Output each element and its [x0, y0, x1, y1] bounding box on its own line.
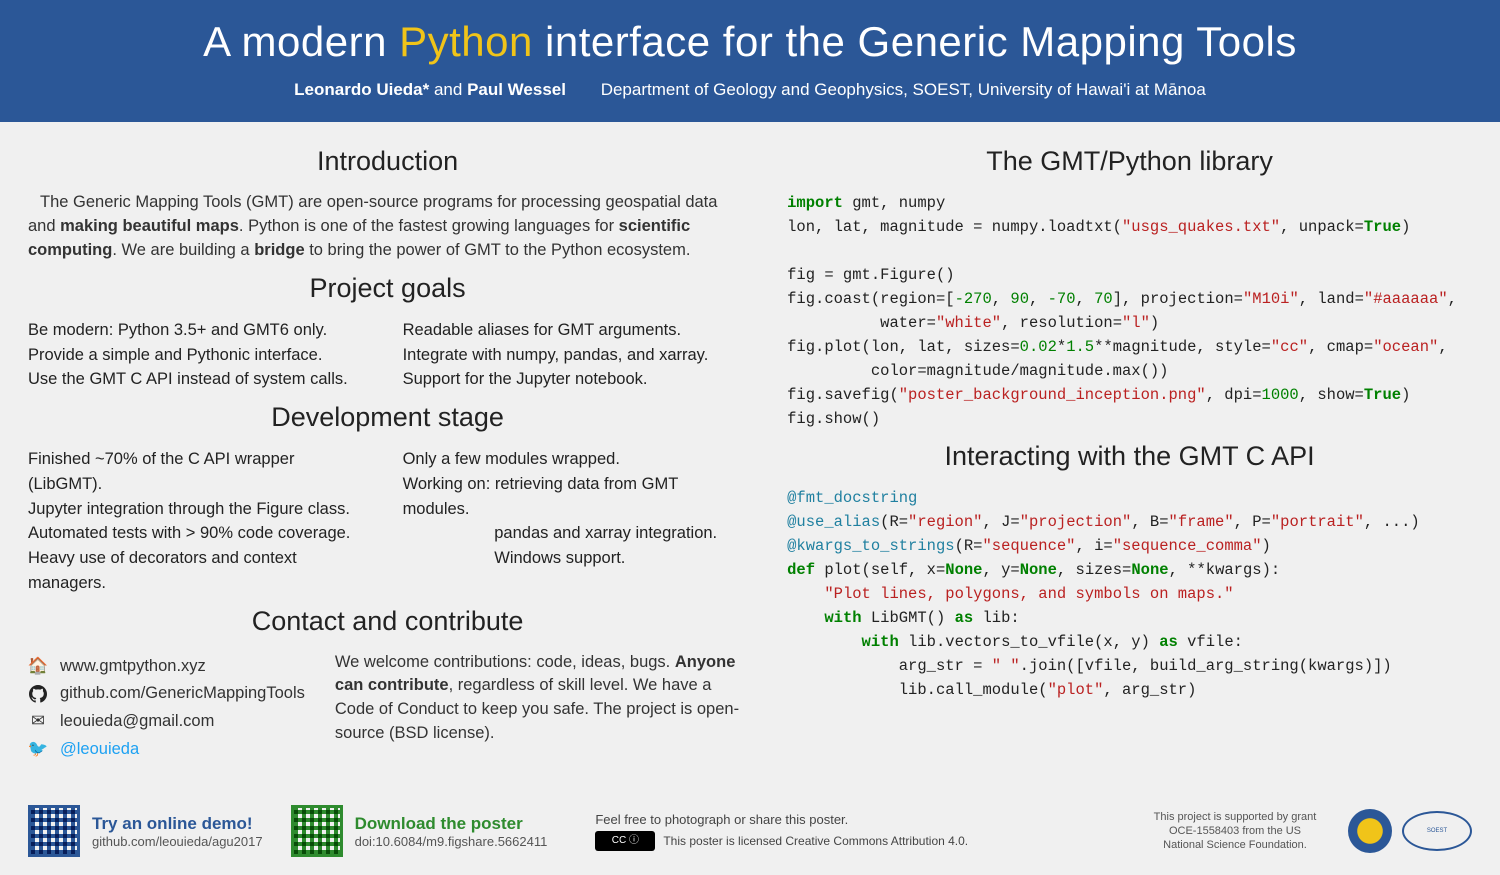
heading-dev: Development stage: [28, 402, 747, 433]
left-column: Introduction The Generic Mapping Tools (…: [28, 136, 747, 766]
contact-list: 🏠www.gmtpython.xyz github.com/GenericMap…: [28, 651, 305, 767]
poster-body: Introduction The Generic Mapping Tools (…: [0, 122, 1500, 766]
code-example-capi: @fmt_docstring @use_alias(R="region", J=…: [787, 486, 1472, 702]
goals-right: Readable aliases for GMT arguments. Inte…: [403, 318, 748, 392]
contact-columns: 🏠www.gmtpython.xyz github.com/GenericMap…: [28, 651, 747, 767]
funding-text: This project is supported by grant OCE-1…: [1150, 810, 1320, 853]
download-title: Download the poster: [355, 814, 548, 834]
title-highlight: Python: [399, 18, 533, 65]
soest-logo-icon: SOEST: [1402, 811, 1472, 851]
license-line1: Feel free to photograph or share this po…: [595, 812, 1122, 827]
right-column: The GMT/Python library import gmt, numpy…: [787, 136, 1472, 766]
home-icon: 🏠: [28, 656, 48, 676]
contribute-blurb: We welcome contributions: code, ideas, b…: [335, 651, 747, 767]
poster-header: A modern Python interface for the Generi…: [0, 0, 1500, 122]
contact-email[interactable]: ✉leouieda@gmail.com: [28, 710, 305, 734]
download-doi: doi:10.6084/m9.figshare.5662411: [355, 834, 548, 849]
heading-goals: Project goals: [28, 273, 747, 304]
goals-columns: Be modern: Python 3.5+ and GMT6 only. Pr…: [28, 318, 747, 392]
license-block: Feel free to photograph or share this po…: [595, 812, 1122, 851]
intro-text: The Generic Mapping Tools (GMT) are open…: [28, 191, 747, 263]
goals-left: Be modern: Python 3.5+ and GMT6 only. Pr…: [28, 318, 373, 392]
nsf-logo-icon: [1348, 809, 1392, 853]
download-block[interactable]: Download the poster doi:10.6084/m9.figsh…: [291, 805, 548, 857]
demo-block[interactable]: Try an online demo! github.com/leouieda/…: [28, 805, 263, 857]
author-secondary: Paul Wessel: [467, 80, 566, 99]
twitter-icon: 🐦: [28, 740, 48, 760]
byline: Leonardo Uieda* and Paul Wessel Departme…: [40, 80, 1460, 100]
license-line2: This poster is licensed Creative Commons…: [663, 834, 968, 848]
contact-twitter[interactable]: 🐦@leouieda: [28, 738, 305, 762]
github-icon: [28, 684, 48, 704]
mail-icon: ✉: [28, 712, 48, 732]
heading-contact: Contact and contribute: [28, 606, 747, 637]
heading-introduction: Introduction: [28, 146, 747, 177]
demo-url: github.com/leouieda/agu2017: [92, 834, 263, 849]
sponsor-logos: SOEST: [1348, 809, 1472, 853]
dev-left: Finished ~70% of the C API wrapper (LibG…: [28, 447, 373, 596]
affiliation: Department of Geology and Geophysics, SO…: [601, 80, 1206, 99]
cc-badge-icon: CC ⓘ: [595, 831, 655, 851]
dev-columns: Finished ~70% of the C API wrapper (LibG…: [28, 447, 747, 596]
qr-demo-icon: [28, 805, 80, 857]
author-primary: Leonardo Uieda*: [294, 80, 429, 99]
poster-footer: Try an online demo! github.com/leouieda/…: [0, 793, 1500, 875]
qr-poster-icon: [291, 805, 343, 857]
heading-capi: Interacting with the GMT C API: [787, 441, 1472, 472]
contact-website[interactable]: 🏠www.gmtpython.xyz: [28, 655, 305, 679]
heading-library: The GMT/Python library: [787, 146, 1472, 177]
code-example-library: import gmt, numpy lon, lat, magnitude = …: [787, 191, 1472, 431]
title-post: interface for the Generic Mapping Tools: [533, 18, 1297, 65]
poster-title: A modern Python interface for the Generi…: [40, 18, 1460, 66]
title-pre: A modern: [203, 18, 399, 65]
contact-github[interactable]: github.com/GenericMappingTools: [28, 682, 305, 706]
demo-title: Try an online demo!: [92, 814, 263, 834]
dev-right: Only a few modules wrapped. Working on: …: [403, 447, 748, 596]
